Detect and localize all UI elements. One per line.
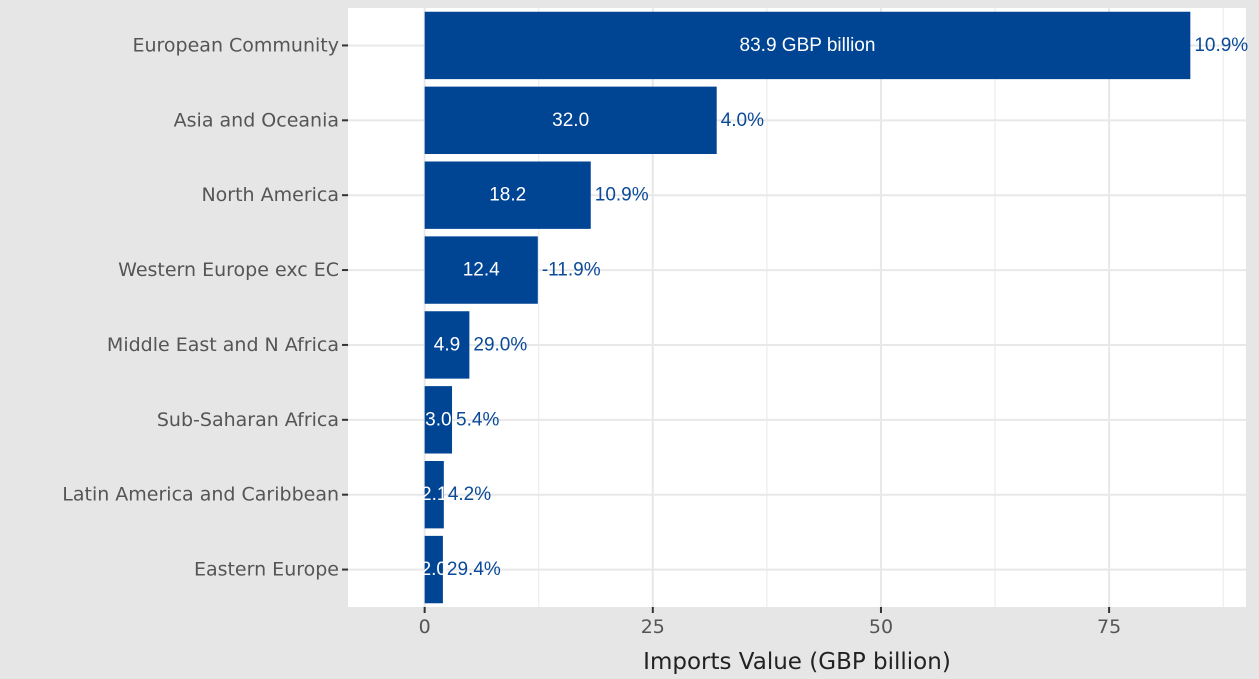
y-tick-label: Latin America and Caribbean <box>62 484 339 506</box>
bar-value-label: 4.9 <box>434 334 460 355</box>
bar <box>424 386 453 454</box>
bar-value-label: 12.4 <box>463 260 500 281</box>
bar-change-label: 10.9% <box>1194 35 1248 56</box>
bar-value-label: 18.2 <box>489 185 526 206</box>
bar-change-label: 4.0% <box>721 110 764 131</box>
bar-value-label: 2.1 <box>421 484 447 505</box>
bar <box>424 11 1191 80</box>
x-axis-title: Imports Value (GBP billion) <box>643 649 951 675</box>
x-tick-label: 25 <box>641 616 665 638</box>
y-tick-label: European Community <box>132 34 339 56</box>
y-tick-label: Western Europe exc EC <box>118 259 339 281</box>
bar-change-label: 4.2% <box>448 484 491 505</box>
bar <box>424 460 444 529</box>
bar-change-label: 29.0% <box>473 334 527 355</box>
y-tick-label: Sub-Saharan Africa <box>157 409 339 431</box>
bar-change-label: 29.4% <box>447 559 501 580</box>
y-tick-label: Middle East and N Africa <box>107 334 339 356</box>
bar-change-label: 10.9% <box>595 185 649 206</box>
bar <box>424 86 717 155</box>
bar <box>424 535 443 604</box>
x-axis: 0 25 50 75 <box>419 607 1121 638</box>
y-tick-label: Eastern Europe <box>194 559 339 581</box>
bar-value-label: 32.0 <box>552 110 589 131</box>
bars <box>424 11 1191 604</box>
bar-value-label: 2.0 <box>421 559 447 580</box>
bar-change-label: 5.4% <box>456 409 499 430</box>
y-tick-label: North America <box>201 184 339 206</box>
x-tick-label: 0 <box>419 616 431 638</box>
bar <box>424 161 591 229</box>
y-tick-label: Asia and Oceania <box>174 109 339 131</box>
y-axis: European Community Asia and Oceania North … <box>62 34 348 581</box>
change-labels: 10.9% 4.0% 10.9% -11.9% 29.0% 5.4% 4.2% 29.4% <box>447 35 1248 580</box>
bar <box>424 236 538 304</box>
bar-value-label: 83.9 GBP billion <box>740 35 876 56</box>
bar-change-label: -11.9% <box>542 260 601 281</box>
value-labels: 83.9 GBP billion 32.0 18.2 12.4 4.9 3.0 2.1 2.0 <box>421 35 876 580</box>
x-tick-label: 75 <box>1097 616 1121 638</box>
bar-value-label: 3.0 <box>425 409 451 430</box>
x-tick-label: 50 <box>869 616 893 638</box>
bar <box>424 311 470 379</box>
